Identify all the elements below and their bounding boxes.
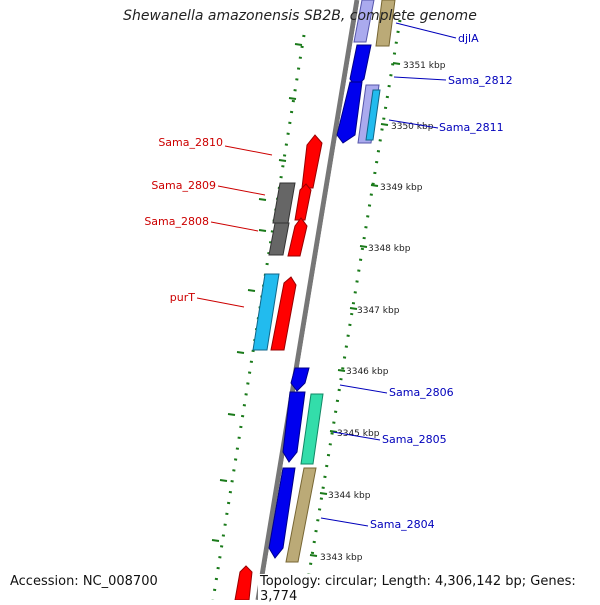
reverse-genes xyxy=(268,0,396,563)
tick-mark xyxy=(236,351,245,354)
gene-arrow-purt-cyan[interactable] xyxy=(252,273,280,351)
leader-line xyxy=(196,297,245,308)
gene-arrow-bottom[interactable] xyxy=(234,565,253,601)
leader-line xyxy=(339,384,388,394)
gene-arrow-sama-2812[interactable] xyxy=(349,44,372,88)
tick-mark xyxy=(309,554,318,557)
leader-line xyxy=(332,431,381,441)
gene-arrow-sama-2806[interactable] xyxy=(282,391,306,463)
tick-mark xyxy=(247,289,256,292)
ruler-label: 3346 kbp xyxy=(346,367,389,377)
leader-line xyxy=(320,517,369,527)
tick-mark xyxy=(370,184,379,187)
ruler-label: 3345 kbp xyxy=(337,429,380,439)
gene-block-sama-2804-khaki[interactable] xyxy=(285,467,317,563)
gene-label-sama-2805[interactable]: Sama_2805 xyxy=(382,433,447,446)
topology-label: Topology: circular; Length: 4,306,142 bp… xyxy=(258,574,600,604)
gene-block-sama-2811-cyan[interactable] xyxy=(365,89,381,141)
minor-ticks xyxy=(211,43,401,557)
tick-mark xyxy=(349,307,358,310)
tick-mark xyxy=(329,430,338,433)
tick-mark xyxy=(227,413,236,416)
leader-line xyxy=(388,119,439,129)
tick-mark xyxy=(319,492,328,495)
gene-arrow-sama-2804[interactable] xyxy=(268,467,296,559)
ruler-label: 3347 kbp xyxy=(357,306,400,316)
gene-label-sama-2811[interactable]: Sama_2811 xyxy=(439,121,504,134)
gene-label-sama-2806[interactable]: Sama_2806 xyxy=(389,386,454,399)
gene-block-sama-2805[interactable] xyxy=(300,393,324,465)
ruler-label: 3348 kbp xyxy=(368,244,411,254)
ruler-labels: 3351 kbp 3350 kbp 3349 kbp 3348 kbp 3347… xyxy=(320,61,446,563)
leader-line xyxy=(217,185,266,196)
leader-line xyxy=(224,145,273,156)
tick-mark xyxy=(294,43,303,46)
gene-label-sama-2804[interactable]: Sama_2804 xyxy=(370,518,435,531)
genome-backbone xyxy=(255,0,360,601)
leader-line xyxy=(393,76,447,81)
forward-genes xyxy=(234,134,323,601)
gene-arrow-sama-2808-gray[interactable] xyxy=(268,222,290,256)
ruler-label: 3349 kbp xyxy=(380,183,423,193)
gene-labels: djlA Sama_2812 Sama_2811 Sama_2810 Sama_… xyxy=(144,32,512,531)
map-title: Shewanella amazonensis SB2B, complete ge… xyxy=(123,8,477,24)
gene-label-sama-2812[interactable]: Sama_2812 xyxy=(448,74,513,87)
gene-arrow-sama-2811[interactable] xyxy=(336,81,363,144)
tick-mark xyxy=(258,198,267,201)
ruler-label: 3343 kbp xyxy=(320,553,363,563)
accession-label: Accession: NC_008700 xyxy=(10,574,158,589)
gene-arrow-purt[interactable] xyxy=(270,276,297,351)
ruler-label: 3350 kbp xyxy=(391,122,434,132)
ruler-label: 3344 kbp xyxy=(328,491,371,501)
leader-line xyxy=(395,22,457,39)
tick-mark xyxy=(211,539,220,542)
gene-label-djla[interactable]: djlA xyxy=(458,32,479,45)
gene-arrow-sama-2810[interactable] xyxy=(301,134,323,189)
gene-arrow-sama-2809-gray[interactable] xyxy=(272,182,296,224)
gene-arrow-sama-2809[interactable] xyxy=(294,183,312,221)
leader-line xyxy=(210,221,259,232)
gene-arrow-sama-2808[interactable] xyxy=(287,217,308,257)
gene-arrow-sama-2806-small[interactable] xyxy=(290,367,310,392)
tick-mark xyxy=(392,62,401,65)
tick-mark xyxy=(337,369,346,372)
tick-mark xyxy=(219,479,228,482)
gene-label-sama-2808[interactable]: Sama_2808 xyxy=(144,215,209,228)
gene-label-sama-2810[interactable]: Sama_2810 xyxy=(158,136,223,149)
tick-mark xyxy=(380,123,389,126)
gene-block-djla-khaki[interactable] xyxy=(375,0,396,47)
gene-block-djla[interactable] xyxy=(353,0,375,43)
gene-label-sama-2809[interactable]: Sama_2809 xyxy=(151,179,216,192)
tick-mark xyxy=(359,245,368,248)
tick-mark xyxy=(278,159,287,162)
label-leaders xyxy=(196,22,457,527)
gene-label-purt[interactable]: purT xyxy=(170,291,195,304)
tick-mark xyxy=(288,97,297,100)
tick-mark xyxy=(258,229,267,232)
ruler-label: 3351 kbp xyxy=(403,61,446,71)
